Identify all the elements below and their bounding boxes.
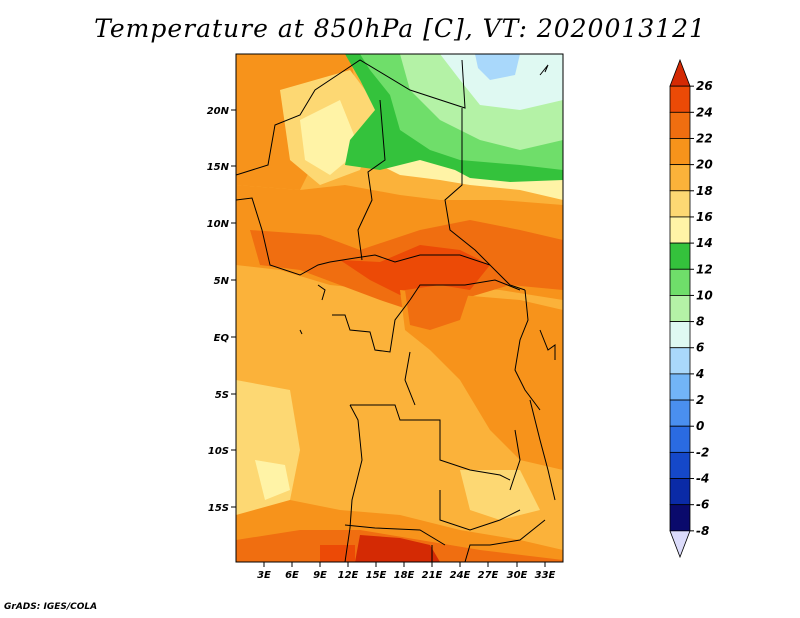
map-frame [235, 53, 564, 563]
field-central-22-24 [405, 285, 470, 330]
legend-label: 20 [696, 158, 713, 172]
legend-swatch [669, 111, 691, 139]
legend-swatch [669, 399, 691, 427]
legend-label: -8 [696, 524, 709, 538]
legend-label: 10 [696, 288, 713, 302]
lat-label: 10N [207, 219, 230, 230]
lon-label: 12E [338, 570, 359, 581]
legend-label: 8 [696, 315, 704, 329]
legend-label: 16 [696, 210, 713, 224]
temperature-field [236, 54, 563, 562]
field-sahel-24-26 [340, 245, 490, 300]
legend-swatch [669, 478, 691, 506]
legend-swatch [669, 347, 691, 375]
legend-swatch [669, 190, 691, 218]
legend-label: -4 [696, 472, 709, 486]
legend-swatch [669, 321, 691, 349]
legend-label: 2 [696, 393, 704, 407]
lat-label: EQ [214, 333, 230, 344]
latitude-axis: 20N 15N 10N 5N EQ 5S 10S 15S [207, 106, 236, 514]
chart-title: Temperature at 850hPa [C], VT: 202001312… [94, 14, 706, 43]
legend-label: 6 [696, 341, 704, 355]
field-south-24-26 [355, 535, 440, 562]
legend-swatch [669, 504, 691, 532]
legend-swatch [669, 164, 691, 192]
lon-label: 27E [478, 570, 499, 581]
legend-label: 24 [696, 105, 713, 119]
lon-label: 18E [394, 570, 415, 581]
legend-label: 0 [696, 419, 704, 433]
lat-label: 15S [208, 503, 229, 514]
lat-label: 20N [207, 106, 230, 117]
legend-swatch [669, 242, 691, 270]
lon-label: 15E [366, 570, 387, 581]
legend-label: 12 [696, 262, 713, 276]
field-southwest-14-16 [255, 460, 290, 500]
lon-label: 3E [257, 570, 271, 581]
field-south-west-24-26 [320, 545, 355, 562]
legend-swatch [669, 138, 691, 166]
legend-swatch [669, 268, 691, 296]
legend-swatch [669, 85, 691, 113]
grads-credit: GrADS: IGES/COLA [4, 602, 98, 612]
legend-swatch [669, 295, 691, 322]
legend-label: 22 [696, 131, 713, 145]
legend-swatch [669, 425, 691, 453]
legend-label: -2 [696, 445, 709, 459]
legend-label: -6 [696, 498, 709, 512]
lon-label: 24E [450, 570, 471, 581]
legend-label: 26 [696, 79, 713, 93]
lon-label: 9E [313, 570, 327, 581]
field-north-6-8 [440, 54, 563, 110]
lon-label: 6E [285, 570, 299, 581]
legend-swatch [669, 216, 691, 244]
legend-swatch [669, 451, 691, 479]
lat-label: 5S [215, 390, 229, 401]
lon-label: 30E [507, 570, 528, 581]
field-sahara-14-16 [300, 100, 360, 175]
lon-label: 21E [422, 570, 443, 581]
lat-label: 5N [214, 276, 230, 287]
country-borders [236, 59, 556, 562]
lat-label: 10S [208, 446, 229, 457]
longitude-axis: 3E 6E 9E 12E 15E 18E 21E 24E 27E 30E 33E [257, 562, 556, 581]
legend-swatch [669, 373, 691, 401]
legend-arrow-bottom [669, 530, 691, 559]
field-north-4-6 [475, 54, 520, 80]
legend-label: 14 [696, 236, 713, 250]
legend-label: 4 [695, 367, 704, 381]
legend-label: 18 [696, 184, 713, 198]
field-southeast-16-18 [460, 470, 540, 520]
legend-arrow-top [669, 58, 691, 87]
lat-label: 15N [207, 162, 230, 173]
lon-label: 33E [535, 570, 556, 581]
